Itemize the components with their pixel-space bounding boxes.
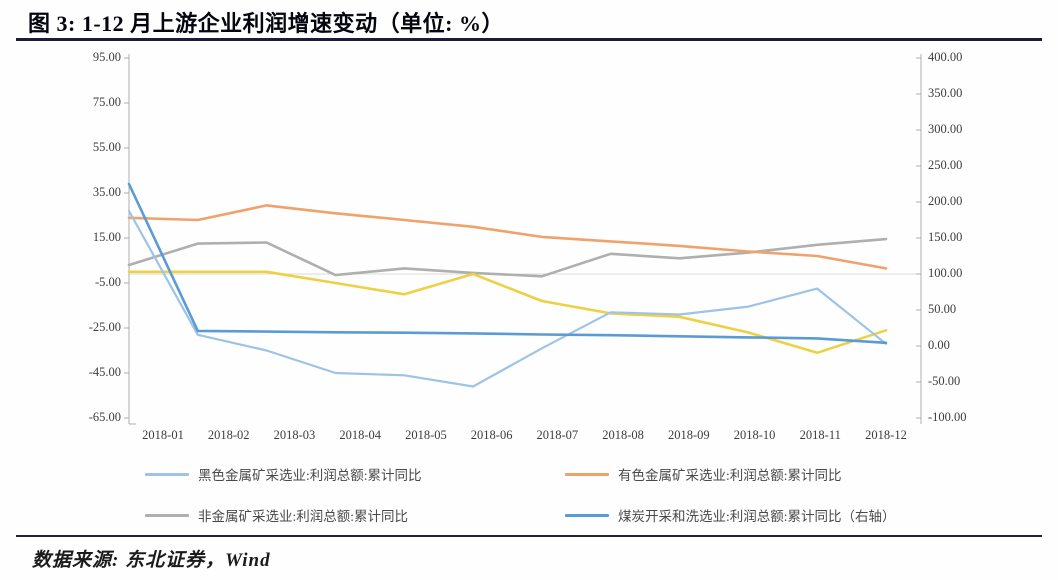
x-axis-tick-label: 2018-08 — [602, 428, 644, 442]
x-axis-tick-label: 2018-06 — [470, 428, 513, 442]
left-axis-tick-label: 95.00 — [92, 50, 121, 64]
series-line-1 — [127, 204, 888, 270]
right-axis-tick-label: 0.00 — [928, 338, 950, 352]
legend-item-0: 黑色金属矿采选业:利润总额:累计同比 — [145, 464, 565, 484]
right-axis-tick-label: -50.00 — [928, 374, 961, 388]
right-axis-tick-label: 250.00 — [928, 158, 963, 172]
x-axis-tick-label: 2018-07 — [536, 428, 579, 442]
right-axis-tick-label: 350.00 — [928, 86, 963, 100]
legend-line-swatch — [145, 513, 189, 517]
left-axis-tick-label: 15.00 — [92, 230, 121, 244]
x-axis-tick-label: 2018-09 — [667, 428, 710, 442]
right-axis-tick-label: 400.00 — [928, 50, 963, 64]
legend-item-1: 有色金属矿采选业:利润总额:累计同比 — [565, 464, 925, 484]
left-axis-tick-label: -5.00 — [94, 275, 121, 289]
legend-line-swatch — [565, 513, 609, 517]
x-axis-tick-label: 2018-04 — [339, 428, 381, 442]
x-axis-tick-label: 2018-05 — [405, 428, 447, 442]
x-axis-tick-label: 2018-01 — [142, 428, 184, 442]
x-axis-tick-label: 2018-03 — [273, 428, 316, 442]
right-axis-tick-label: 100.00 — [928, 266, 963, 280]
legend-item-3: 煤炭开采和洗选业:利润总额:累计同比（右轴） — [565, 505, 925, 525]
right-axis-tick-label: 300.00 — [928, 122, 963, 136]
line-chart: 95.00 75.00 55.00 35.00 15.00 -5.00 -25.00 -45.… — [0, 44, 1058, 454]
right-axis-tick-label: -100.00 — [928, 410, 967, 424]
series-line-0 — [127, 209, 888, 388]
x-axis-tick-label: 2018-02 — [207, 428, 250, 442]
left-axis-tick-label: -25.00 — [88, 320, 121, 334]
left-axis-tick-label: -45.00 — [88, 365, 121, 379]
legend-label: 黑色金属矿采选业:利润总额:累计同比 — [198, 468, 422, 483]
chart-canvas — [124, 54, 922, 425]
legend-item-2: 非金属矿采选业:利润总额:累计同比 — [145, 505, 565, 525]
title-divider — [16, 38, 1042, 41]
legend-label: 有色金属矿采选业:利润总额:累计同比 — [618, 468, 842, 483]
left-axis-tick-label: -65.00 — [88, 410, 121, 424]
chart-legend: 黑色金属矿采选业:利润总额:累计同比 有色金属矿采选业:利润总额:累计同比非金属矿… — [145, 464, 925, 525]
legend-line-swatch — [565, 472, 609, 476]
footer-divider — [16, 535, 1042, 537]
left-axis-tick-label: 35.00 — [92, 185, 121, 199]
left-axis-tick-label: 55.00 — [92, 140, 121, 154]
left-axis-tick-label: 75.00 — [92, 95, 121, 109]
legend-label: 非金属矿采选业:利润总额:累计同比 — [198, 509, 409, 524]
legend-label: 煤炭开采和洗选业:利润总额:累计同比（右轴） — [618, 509, 896, 524]
figure-title: 图 3: 1-12 月上游企业利润增速变动（单位: %） — [28, 11, 504, 36]
right-axis-tick-label: 200.00 — [928, 194, 963, 208]
right-axis-tick-label: 50.00 — [928, 302, 957, 316]
series-line-3 — [127, 182, 888, 345]
right-axis-tick-label: 150.00 — [928, 230, 963, 244]
series-line-4 — [127, 270, 888, 355]
data-source-note: 数据来源: 东北证券，Wind — [32, 550, 271, 571]
x-axis-tick-label: 2018-10 — [733, 428, 776, 442]
legend-line-swatch — [145, 472, 189, 476]
x-axis-tick-label: 2018-11 — [799, 428, 841, 442]
x-axis-tick-label: 2018-12 — [865, 428, 907, 442]
